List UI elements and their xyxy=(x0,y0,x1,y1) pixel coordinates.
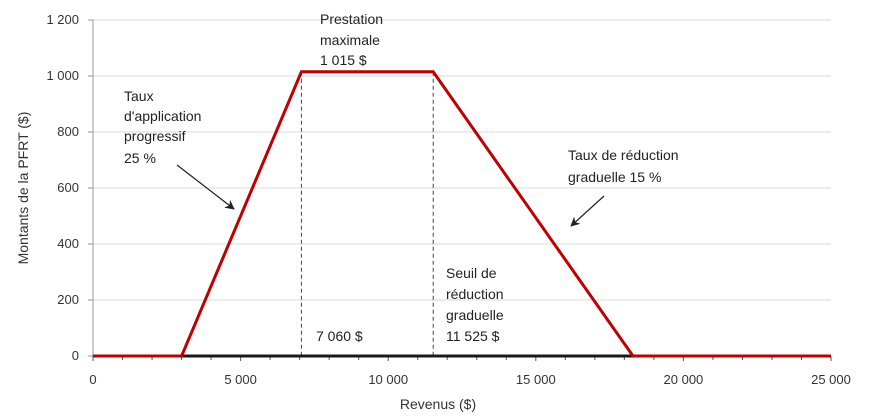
annotation-reduction-rate-line-1: Taux de réduction xyxy=(568,147,679,163)
benefit-line xyxy=(93,70,831,358)
annotation-phase-in: Taux d'application progressif 25 % xyxy=(124,88,205,166)
x-tick-label: 20 000 xyxy=(664,372,704,387)
annotation-phase-in-line-4: 25 % xyxy=(124,150,156,166)
tick-labels: 0 200 400 600 800 1 000 1 200 0 5 000 10 000 15 00… xyxy=(46,12,850,387)
arrow-reduction xyxy=(570,195,605,227)
annotation-max-benefit-line-2: maximale xyxy=(320,32,380,48)
y-tick-label: 600 xyxy=(57,180,79,195)
annotation-threshold-line-3: graduelle xyxy=(446,307,504,323)
y-tick-label: 400 xyxy=(57,236,79,251)
annotation-phase-in-end: 7 060 $ xyxy=(316,328,363,344)
gridlines xyxy=(93,19,831,301)
annotation-max-benefit: Prestation maximale 1 015 $ xyxy=(320,11,387,68)
x-tick-label: 10 000 xyxy=(368,372,408,387)
y-tick-label: 800 xyxy=(57,124,79,139)
x-tick-label: 0 xyxy=(89,372,96,387)
annotation-threshold-line-2: réduction xyxy=(446,286,504,302)
x-axis-title: Revenus ($) xyxy=(400,396,476,412)
reference-lines xyxy=(300,71,434,356)
annotation-phase-in-line-2: d'application xyxy=(124,108,201,124)
annotation-threshold-line-4: 11 525 $ xyxy=(446,328,500,344)
annotation-max-benefit-line-1: Prestation xyxy=(320,11,383,27)
y-axis-title: Montants de la PFRT ($) xyxy=(15,112,31,265)
annotation-threshold-line-1: Seuil de xyxy=(446,265,497,281)
annotation-reduction-rate-line-2: graduelle 15 % xyxy=(568,169,661,185)
annotation-max-benefit-line-3: 1 015 $ xyxy=(320,52,367,68)
annotation-reduction-rate: Taux de réduction graduelle 15 % xyxy=(568,147,682,185)
x-tick-label: 15 000 xyxy=(516,372,556,387)
y-tick-label: 1 000 xyxy=(46,68,79,83)
annotation-phase-in-line-3: progressif xyxy=(124,128,186,144)
series-layer xyxy=(92,70,832,358)
x-tick-label: 25 000 xyxy=(811,372,851,387)
y-tick-label: 0 xyxy=(72,348,79,363)
x-tick-label: 5 000 xyxy=(224,372,257,387)
annotation-threshold: Seuil de réduction graduelle 11 525 $ xyxy=(446,265,508,344)
arrow-phase-in xyxy=(176,164,235,210)
y-tick-label: 1 200 xyxy=(46,12,79,27)
y-tick-label: 200 xyxy=(57,292,79,307)
annotation-phase-in-line-1: Taux xyxy=(124,88,154,104)
annotation-arrows xyxy=(176,164,605,227)
